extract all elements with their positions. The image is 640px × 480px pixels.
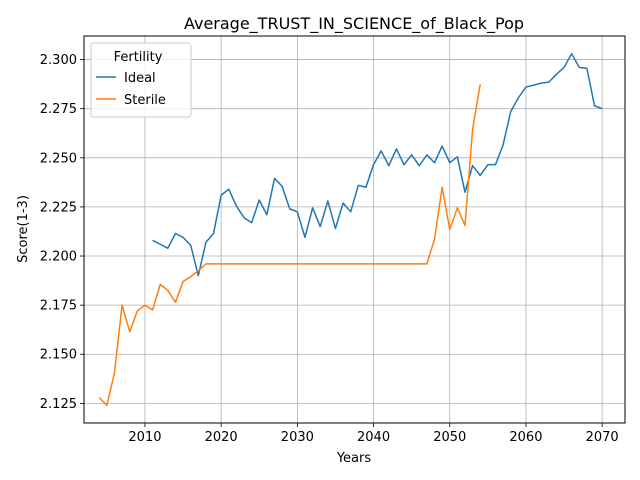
legend-label-sterile: Sterile bbox=[124, 93, 166, 108]
grid bbox=[84, 36, 625, 423]
plot-frame bbox=[83, 35, 626, 424]
y-tick-label: 2.300 bbox=[40, 53, 77, 68]
y-axis-label: Score(1-3) bbox=[16, 195, 31, 263]
series-lines bbox=[98, 52, 603, 407]
x-tick-label: 2020 bbox=[205, 430, 238, 445]
y-tick-label: 2.250 bbox=[40, 151, 77, 166]
x-tick-label: 2070 bbox=[586, 430, 619, 445]
y-tick-label: 2.275 bbox=[40, 102, 77, 117]
x-axis-ticks: 2010 2020 2030 2040 2050 2060 2070 bbox=[128, 423, 619, 445]
y-tick-label: 2.175 bbox=[40, 299, 77, 314]
series-line-sterile bbox=[98, 84, 481, 407]
legend: Fertility Ideal Sterile bbox=[90, 42, 192, 118]
x-tick-label: 2030 bbox=[281, 430, 314, 445]
y-tick-label: 2.200 bbox=[40, 250, 77, 265]
chart-title: Average_TRUST_IN_SCIENCE_of_Black_Pop bbox=[184, 14, 524, 34]
legend-title: Fertility bbox=[114, 50, 163, 65]
x-axis-label: Years bbox=[336, 451, 372, 466]
y-axis-ticks: 2.125 2.150 2.175 2.200 2.225 2.250 2.275 2.300 bbox=[40, 53, 84, 412]
y-tick-label: 2.150 bbox=[40, 348, 77, 363]
y-tick-label: 2.225 bbox=[40, 200, 77, 215]
x-tick-label: 2050 bbox=[433, 430, 466, 445]
legend-label-ideal: Ideal bbox=[124, 71, 156, 86]
series-line-ideal bbox=[152, 52, 603, 277]
x-tick-label: 2060 bbox=[509, 430, 542, 445]
x-tick-label: 2040 bbox=[357, 430, 390, 445]
x-tick-label: 2010 bbox=[128, 430, 161, 445]
y-tick-label: 2.125 bbox=[40, 397, 77, 412]
